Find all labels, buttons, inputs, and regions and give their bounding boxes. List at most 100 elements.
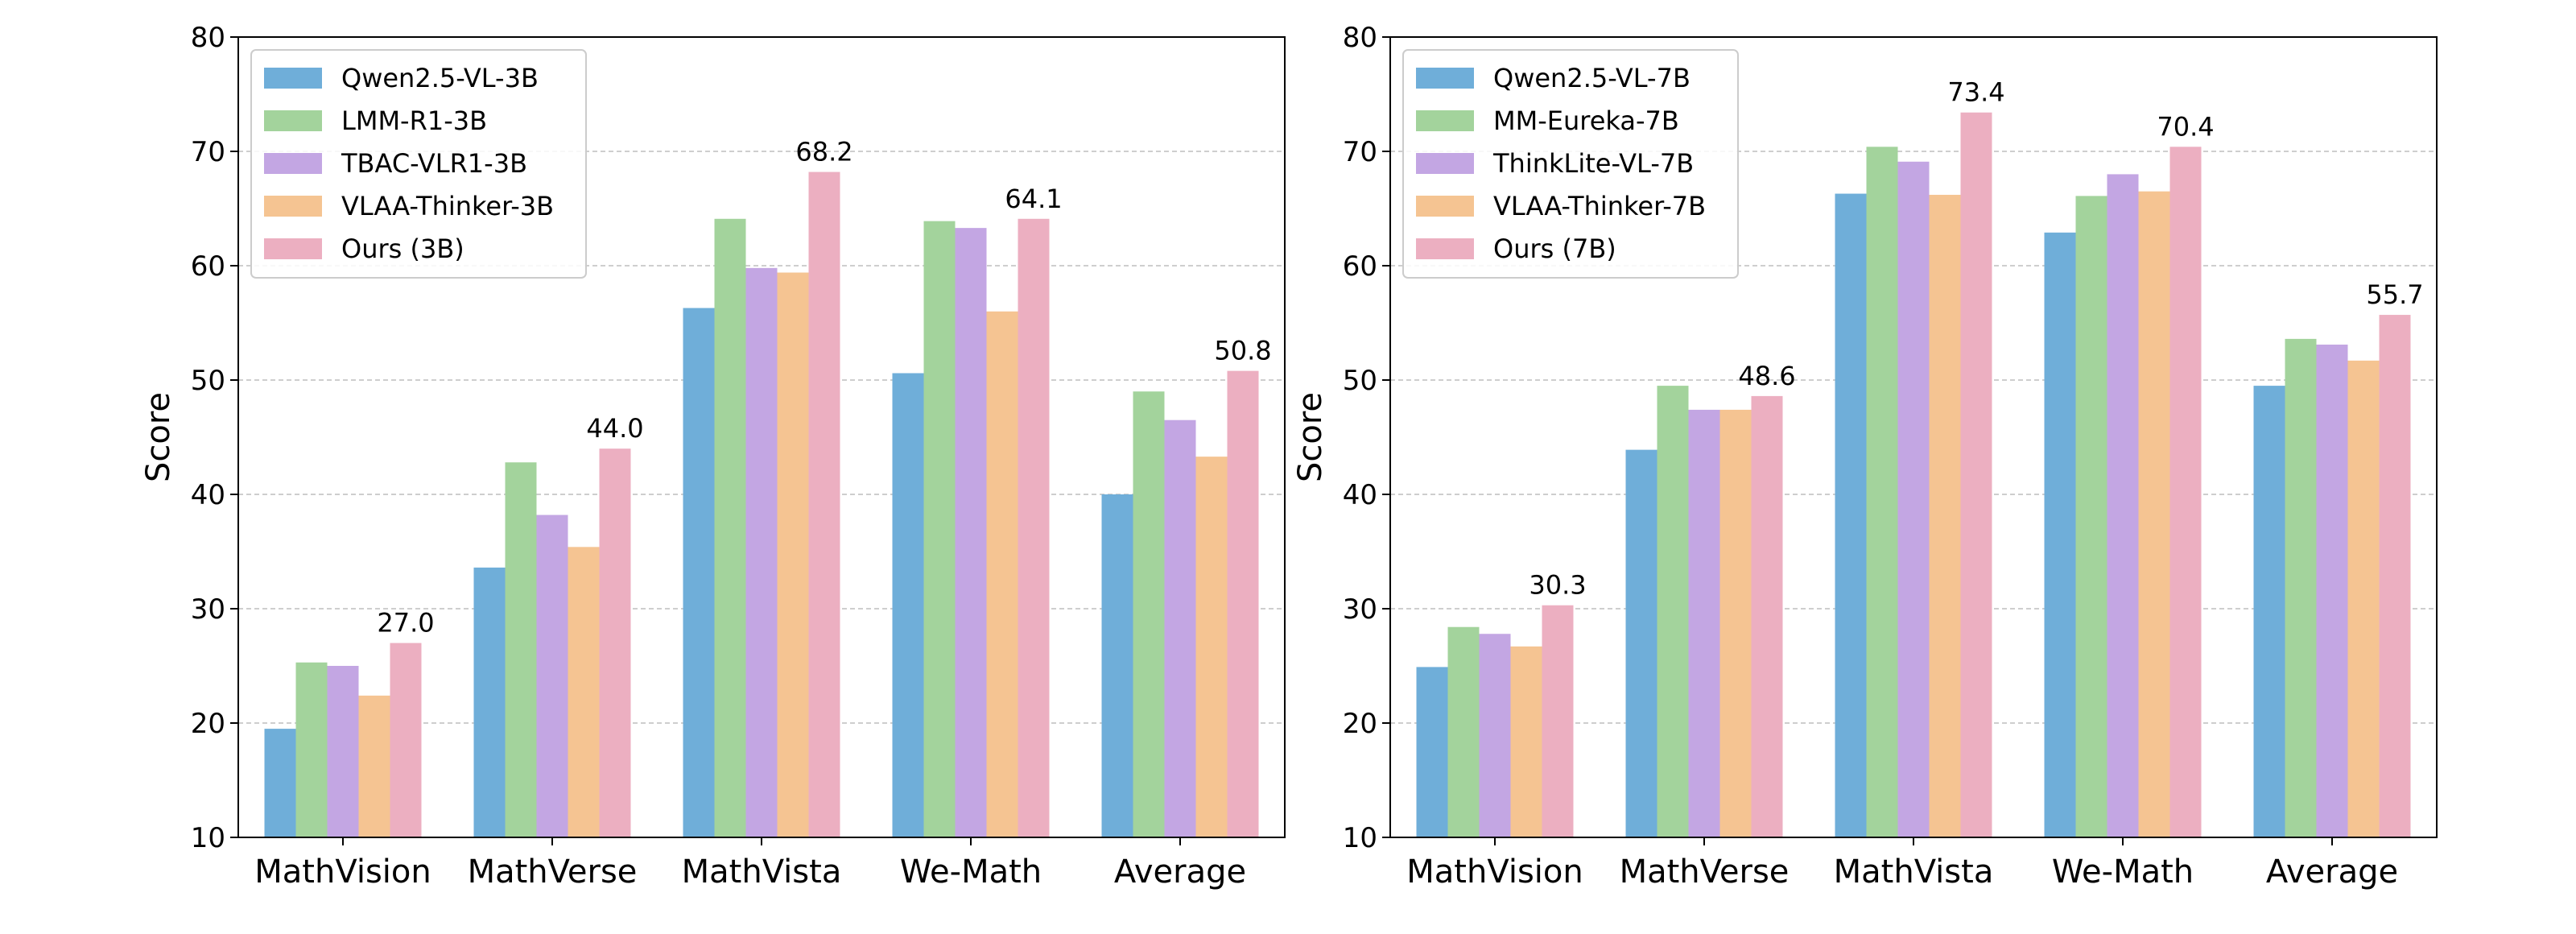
x-tick-label: MathVerse [1620, 853, 1790, 891]
bar [1479, 634, 1511, 837]
y-tick-label: 50 [191, 365, 225, 397]
y-axis-label: Score [1292, 392, 1329, 482]
bar [683, 308, 715, 837]
bar [1133, 391, 1165, 837]
bar [745, 267, 778, 838]
bar [1960, 112, 1992, 838]
bar [2075, 196, 2107, 837]
data-label: 55.7 [2366, 279, 2423, 310]
x-tick-label: We-Math [900, 853, 1042, 891]
bar [955, 228, 987, 837]
chart-panel-1: 10 20 30 40 50 60 70 80 27.0 44.0 68.2 64.1 50.8 Math… [140, 22, 1286, 891]
bar [536, 515, 568, 837]
bar [1897, 161, 1930, 837]
x-tick-label: Average [1114, 853, 1246, 891]
data-label: 73.4 [1947, 77, 2004, 108]
bar [986, 311, 1018, 837]
bar [892, 373, 924, 838]
y-tick-label: 40 [1343, 479, 1377, 511]
legend-frame [1402, 49, 1739, 279]
x-tick-label: MathVista [682, 853, 842, 891]
y-tick-label: 30 [1343, 593, 1377, 626]
bar [1657, 386, 1689, 838]
legend-label: Qwen2.5-VL-3B [341, 63, 539, 93]
legend-swatch [1416, 68, 1474, 89]
legend-swatch [264, 196, 322, 217]
legend-swatch [264, 238, 322, 259]
y-tick-label: 60 [191, 250, 225, 283]
legend-swatch [1416, 238, 1474, 259]
y-tick-label: 20 [1343, 708, 1377, 740]
bar [1195, 457, 1228, 837]
data-label: 27.0 [377, 608, 434, 639]
legend-swatch [264, 110, 322, 131]
bar [2316, 344, 2348, 838]
legend-swatch [1416, 196, 1474, 217]
bar [1835, 193, 1867, 838]
chart-panel-2: 10 20 30 40 50 60 70 80 30.3 48.6 73.4 70.4 55.7 Math… [1292, 22, 2438, 891]
y-tick-label: 80 [1343, 22, 1377, 54]
data-label: 44.0 [586, 413, 643, 444]
data-label: 70.4 [2157, 111, 2214, 142]
bar [1542, 605, 1574, 837]
y-tick-label: 80 [191, 22, 225, 54]
bar [390, 643, 422, 837]
bar [714, 218, 746, 837]
x-tick-label: MathVerse [468, 853, 638, 891]
bar [568, 547, 600, 837]
legend-label: Qwen2.5-VL-7B [1493, 63, 1690, 93]
y-tick-label: 30 [191, 593, 225, 626]
bar [358, 695, 390, 837]
bar [2138, 191, 2170, 837]
bar [295, 662, 328, 837]
legend-label: MM-Eureka-7B [1493, 105, 1679, 136]
bar [1416, 667, 1448, 837]
legend-swatch [264, 68, 322, 89]
legend-frame [250, 49, 587, 279]
bar [599, 448, 631, 837]
bar [1447, 626, 1480, 837]
bar [1929, 194, 1961, 837]
bar [2379, 315, 2411, 837]
legend-label: VLAA-Thinker-3B [341, 191, 554, 221]
y-tick-label: 60 [1343, 250, 1377, 283]
legend-swatch [1416, 153, 1474, 174]
data-label: 50.8 [1214, 336, 1271, 366]
bar [1164, 419, 1196, 837]
x-tick-label: Average [2266, 853, 2398, 891]
bar [808, 172, 840, 837]
y-tick-label: 10 [191, 822, 225, 854]
y-tick-label: 70 [191, 136, 225, 168]
bar [2285, 338, 2317, 837]
data-label: 64.1 [1005, 184, 1062, 214]
y-tick-label: 10 [1343, 822, 1377, 854]
bar [1101, 494, 1133, 837]
bar [1688, 409, 1720, 837]
legend-swatch [264, 153, 322, 174]
data-label: 68.2 [795, 137, 852, 167]
bar [264, 729, 296, 837]
bar [1510, 646, 1542, 837]
y-tick-label: 40 [191, 479, 225, 511]
y-tick-label: 70 [1343, 136, 1377, 168]
bar [1227, 370, 1259, 837]
legend-label: Ours (7B) [1493, 234, 1616, 264]
x-tick-label: We-Math [2052, 853, 2194, 891]
legend: Qwen2.5-VL-7B MM-Eureka-7B ThinkLite-VL-7B… [1402, 49, 1739, 279]
bar [777, 272, 809, 837]
x-tick-label: MathVision [1406, 853, 1583, 891]
legend-label: ThinkLite-VL-7B [1492, 148, 1694, 179]
y-axis-label: Score [140, 392, 177, 482]
legend-label: LMM-R1-3B [341, 105, 487, 136]
bar [2044, 232, 2076, 837]
x-tick-label: MathVision [254, 853, 431, 891]
x-tick-label: MathVista [1834, 853, 1994, 891]
legend-label: Ours (3B) [341, 234, 464, 264]
legend-label: TBAC-VLR1-3B [341, 148, 527, 179]
bar [2107, 174, 2139, 837]
legend-label: VLAA-Thinker-7B [1493, 191, 1706, 221]
bar [1751, 395, 1783, 837]
bar [2169, 147, 2202, 837]
bar [505, 462, 537, 837]
data-label: 48.6 [1738, 361, 1795, 391]
